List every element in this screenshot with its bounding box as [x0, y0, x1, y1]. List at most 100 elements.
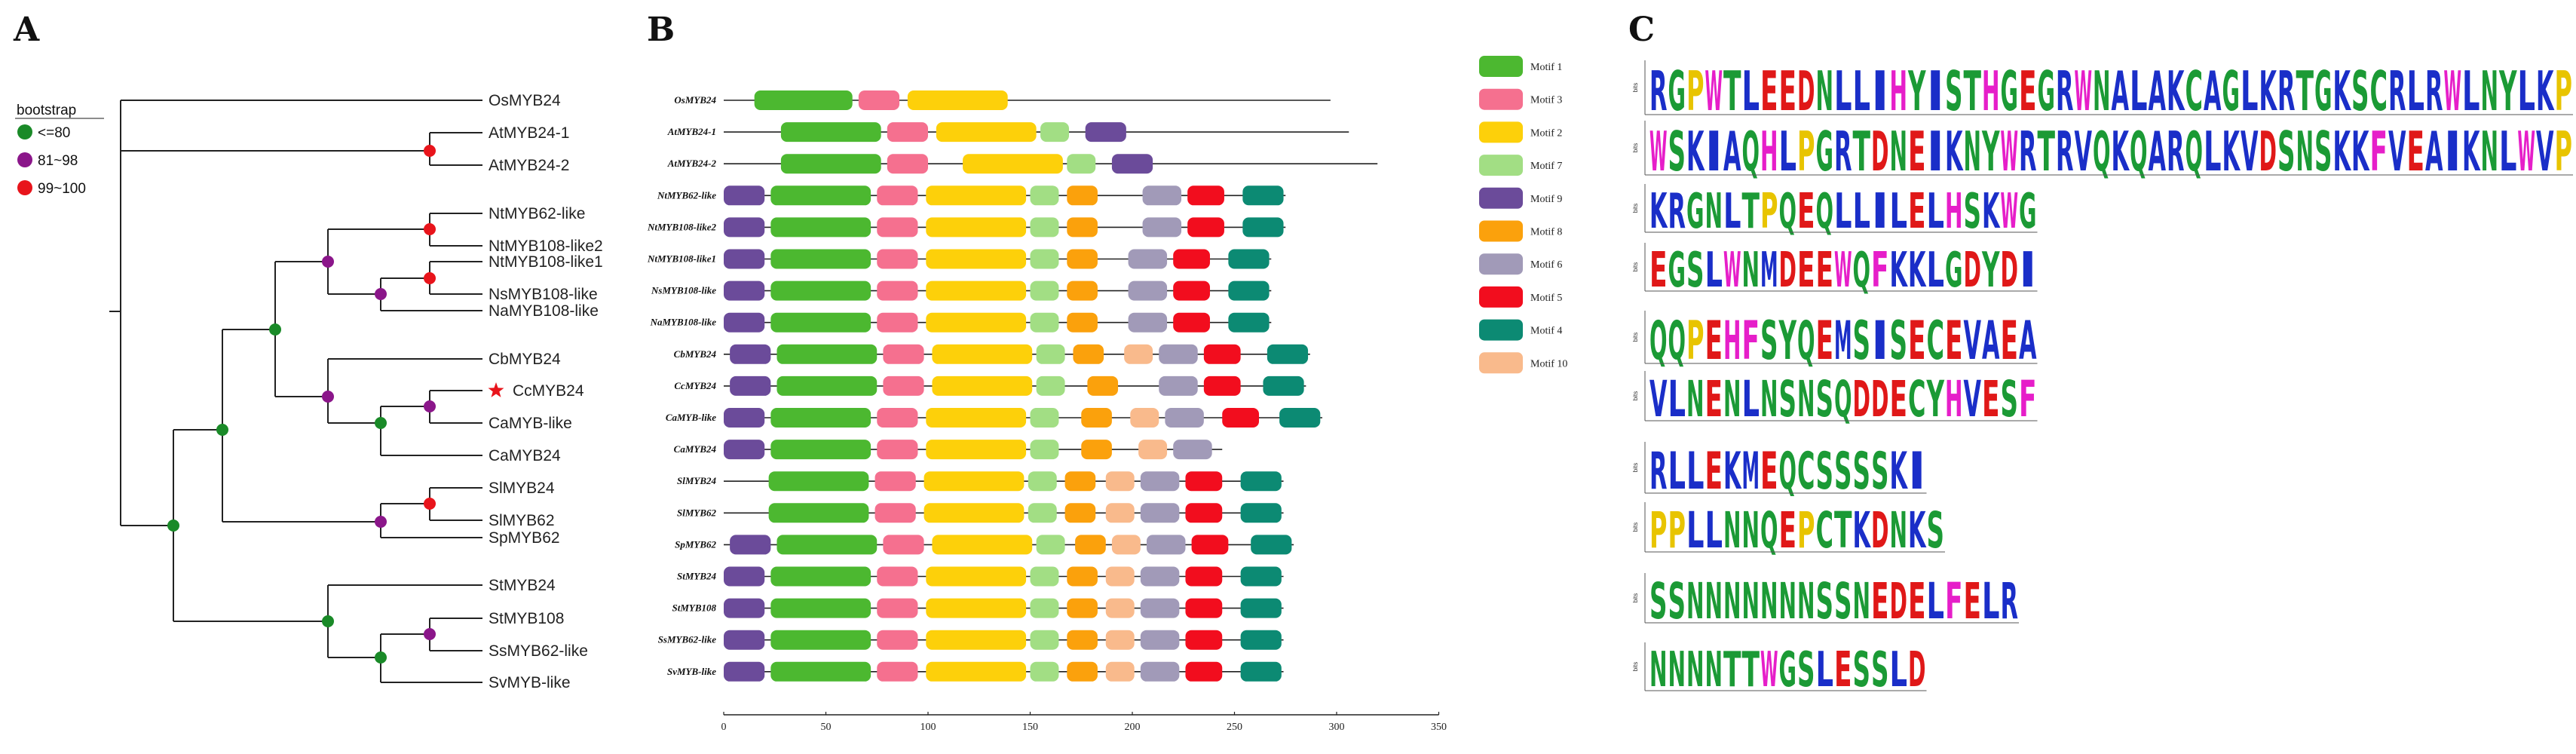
gene-label: SvMYB-like	[667, 666, 716, 677]
motif-2-box	[926, 185, 1027, 206]
leaf-label-namyb108-like: NaMYB108-like	[489, 302, 599, 320]
gene-row-ntmyb108-like1: NtMYB108-like1	[647, 249, 1272, 269]
logo-letter: K	[2222, 120, 2241, 183]
motif-3-box	[877, 217, 918, 238]
logo-letter: L	[2462, 60, 2480, 123]
motif-4-box	[1228, 249, 1270, 269]
motif-10-box	[1105, 503, 1135, 523]
motif-1-box	[770, 598, 871, 618]
motif-9-box	[724, 661, 765, 682]
logo-letter: I	[2444, 120, 2462, 183]
logo-letter: I	[1871, 310, 1889, 372]
logo-letter: I	[2019, 243, 2037, 299]
logo-letter: L	[2499, 120, 2517, 183]
logo-letter: K	[1890, 243, 1909, 299]
motif-8-box	[1067, 312, 1098, 333]
logo-letter: Q	[2130, 120, 2148, 183]
logo-letter: G	[1945, 243, 1963, 299]
motif-5-box	[1173, 249, 1210, 269]
motif-7-box	[1030, 217, 1059, 238]
logo-letter: E	[1705, 442, 1723, 501]
logo-letter: Q	[1742, 120, 1760, 183]
motif-2-box	[926, 249, 1027, 269]
logo-letter: P	[2555, 60, 2573, 123]
logo-letter: L	[2130, 60, 2148, 123]
motif-2-box	[926, 566, 1027, 587]
motif-6-box	[1140, 566, 1180, 587]
gene-label: SlMYB62	[677, 507, 717, 518]
motif-8-box	[1067, 185, 1098, 206]
logo-letter: A	[2019, 310, 2037, 372]
logo-letter: R	[1649, 60, 1668, 123]
motif-7-box	[1030, 661, 1059, 682]
logo-letter: G	[2222, 60, 2241, 123]
logo-ylabel: bits	[1632, 463, 1639, 472]
motif-3-box	[877, 598, 918, 618]
motif-9-box	[730, 375, 771, 396]
motif-9-box	[724, 440, 765, 460]
logo-letter: Y	[1981, 243, 1999, 299]
motif-5-box	[1187, 185, 1224, 206]
logo-letter: K	[2167, 60, 2185, 123]
motif-legend-swatch	[1479, 286, 1523, 308]
logo-letter: R	[2277, 60, 2296, 123]
legend-swatch-low	[17, 124, 32, 139]
logo-letter: L	[1705, 243, 1723, 299]
logo-letter: K	[2351, 120, 2369, 183]
motif-10-box	[1124, 344, 1153, 364]
gene-label: SpMYB62	[675, 538, 716, 550]
logo-letter: E	[1945, 310, 1963, 372]
motif-5-box	[1185, 598, 1223, 618]
logo-letter: E	[2001, 310, 2019, 372]
motif-8-box	[1067, 598, 1098, 618]
gene-label: CaMYB-like	[666, 412, 716, 423]
logo-letter: E	[1816, 243, 1834, 299]
motif-legend-swatch	[1479, 187, 1523, 209]
motif-3-box	[877, 566, 918, 587]
motif-4-box	[1267, 344, 1309, 364]
motif-legend-label: Motif 6	[1530, 259, 1562, 271]
motif-4-box	[1242, 185, 1284, 206]
logo-sequence: QQPEHFSYQEMSISECEVAEA	[1649, 310, 2037, 372]
motif-3-box	[883, 375, 924, 396]
motif-8-box	[1067, 630, 1098, 650]
gene-label: AtMYB24-2	[667, 158, 717, 169]
motif-legend-item: Motif 7	[1479, 155, 1562, 176]
motif-4-box	[1240, 503, 1282, 523]
logo-letter: S	[1945, 60, 1963, 123]
motif-9-box	[724, 185, 765, 206]
logo-letter: Y	[1778, 310, 1797, 372]
logo-letter: Q	[1834, 370, 1852, 428]
logo-letter: D	[1890, 572, 1908, 630]
gene-row-atmyb24-2: AtMYB24-2	[667, 154, 1378, 174]
logo-sequence: VLNENLNSNSQDDECYHVESF	[1649, 370, 2037, 428]
gene-label: CaMYB24	[674, 443, 717, 455]
logo-ylabel: bits	[1632, 262, 1639, 271]
logo-letter: D	[1964, 243, 1982, 299]
logo-sequence: SSNNNNNNNSSNEDELFELR	[1649, 572, 2018, 630]
logo-letter: K	[2462, 120, 2480, 183]
motif-10-box	[1111, 535, 1141, 555]
motif-2-box	[926, 312, 1027, 333]
logo-letter: L	[1779, 120, 1797, 183]
leaf-label-cbmyb24: CbMYB24	[489, 351, 561, 368]
node-dot	[424, 400, 436, 412]
logo-row-9: bits SSNNNNNNNSSNEDELFELR	[1632, 572, 2019, 630]
motif-6-box	[1140, 471, 1180, 492]
logo-letter: N	[1816, 60, 1834, 123]
logo-letter: E	[1834, 642, 1852, 698]
logo-letter: L	[2241, 60, 2259, 123]
logo-letter: G	[1668, 243, 1686, 299]
star-icon	[488, 382, 504, 397]
motif-10-box	[1105, 661, 1135, 682]
motif-5-box	[1173, 312, 1210, 333]
logo-row-7: bits RLLEKMEQCSSSSKI	[1632, 442, 1927, 501]
motif-9-box	[724, 566, 765, 587]
logo-letter: V	[2241, 120, 2259, 183]
motif-10-box	[1105, 471, 1135, 492]
logo-ylabel: bits	[1632, 593, 1639, 602]
motif-6-box	[1159, 375, 1198, 396]
logo-letter: W	[2001, 184, 2019, 240]
gene-row-stmyb24: StMYB24	[677, 566, 1284, 587]
logo-letter: L	[1853, 184, 1871, 240]
